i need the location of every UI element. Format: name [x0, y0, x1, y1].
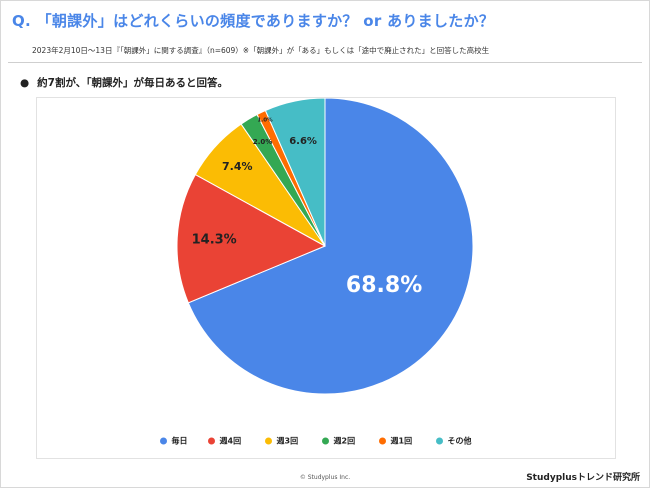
legend-label-2: 週4回: [220, 437, 242, 446]
slice-data-label-5: 1.0%: [257, 117, 273, 123]
slice-data-label-2: 14.3%: [192, 232, 237, 247]
summary-text: 約7割が、「朝課外」が毎日あると回答。: [37, 77, 229, 89]
pie-slice-1: [187, 98, 474, 395]
slice-data-label-3: 7.4%: [222, 160, 253, 173]
pie-chart-panel: 68.8% 14.3% 7.4% 2.0% 1.0% 6.6% 毎日 週4回 週3回 週2回 週1…: [36, 97, 616, 459]
legend-label-5: 週1回: [391, 437, 413, 446]
copyright-text: © Studyplus Inc.: [299, 474, 351, 481]
slice-data-label-6: 6.6%: [289, 136, 317, 147]
slice-data-label-1: 68.8%: [346, 273, 422, 298]
pie-slice-2: [176, 173, 327, 304]
pie-slice-6: [264, 98, 326, 247]
legend-label-1: 毎日: [172, 436, 188, 446]
pie-chart: 68.8% 14.3% 7.4% 2.0% 1.0% 6.6% 毎日 週4回 週3回 週2回 週1…: [160, 98, 474, 446]
slice-data-label-4: 2.0%: [253, 138, 272, 146]
bullet-icon: ●: [20, 77, 30, 89]
legend-swatch-1: [160, 437, 167, 445]
chart-legend: 毎日 週4回 週3回 週2回 週1回 その他: [160, 436, 472, 446]
legend-label-4: 週2回: [334, 437, 356, 446]
pie-labels: 68.8% 14.3% 7.4% 2.0% 1.0% 6.6%: [192, 117, 423, 297]
pie-slices: [176, 98, 474, 395]
legend-swatch-5: [379, 437, 386, 445]
legend-label-3: 週3回: [277, 437, 299, 446]
header-divider: [8, 62, 642, 63]
summary-line: ● 約7割が、「朝課外」が毎日あると回答。: [20, 75, 228, 90]
legend-label-6: その他: [448, 436, 472, 446]
legend-swatch-4: [322, 437, 329, 445]
survey-note: 2023年2月10日〜13日『「朝課外」に関する調査』（n=609）※「朝課外」…: [32, 46, 490, 55]
legend-swatch-2: [208, 437, 215, 445]
legend-swatch-3: [265, 437, 272, 445]
legend-swatch-6: [436, 437, 443, 445]
question-title: Q. 「朝課外」はどれくらいの頻度でありますか？ or ありましたか？: [12, 12, 495, 30]
brand-logo-text: Studyplusトレンド研究所: [526, 473, 640, 483]
